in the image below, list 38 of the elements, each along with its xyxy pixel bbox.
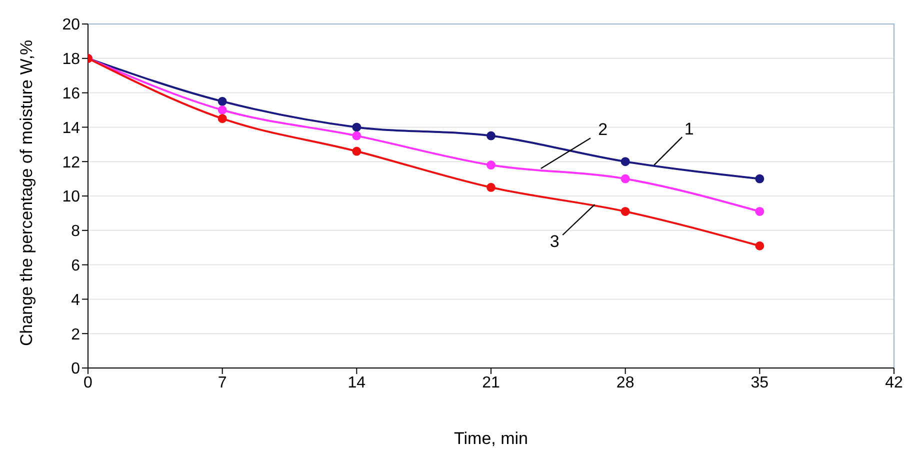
point [486, 160, 496, 170]
point [486, 131, 496, 140]
x-tick-label: 28 [616, 374, 634, 392]
y-tick-label: 0 [71, 360, 80, 378]
y-tick-label: 14 [62, 120, 80, 137]
point [218, 114, 227, 124]
x-tick-label: 42 [885, 374, 903, 392]
point [352, 122, 362, 132]
point [352, 146, 362, 156]
y-tick-label: 16 [62, 85, 80, 102]
point [755, 206, 764, 216]
x-axis-title: Time, min [454, 429, 528, 448]
point [620, 157, 630, 166]
point [755, 174, 764, 184]
point [486, 182, 496, 192]
y-tick-label: 2 [71, 326, 80, 344]
annotation: 2 [598, 120, 608, 139]
y-tick-label: 20 [62, 16, 80, 34]
y-tick-label: 12 [62, 154, 80, 172]
x-tick-label: 14 [348, 374, 366, 392]
x-tick-label: 0 [84, 374, 93, 392]
y-tick-label: 18 [62, 51, 80, 68]
y-tick-label: 6 [71, 257, 80, 274]
annotation: 3 [550, 232, 560, 252]
y-axis-title: Change the percentage of moisture W,% [17, 40, 36, 346]
y-tick-label: 4 [71, 292, 80, 309]
x-tick-label: 21 [482, 374, 500, 392]
x-tick-label: 35 [750, 374, 769, 392]
y-tick-label: 8 [71, 223, 80, 240]
point [352, 131, 362, 140]
x-tick-label: 7 [218, 374, 227, 392]
annotation: 1 [684, 120, 694, 139]
point [218, 106, 227, 114]
point [620, 206, 630, 216]
point [755, 241, 764, 250]
point [620, 174, 630, 184]
y-tick-label: 10 [62, 188, 80, 206]
point [218, 96, 227, 106]
